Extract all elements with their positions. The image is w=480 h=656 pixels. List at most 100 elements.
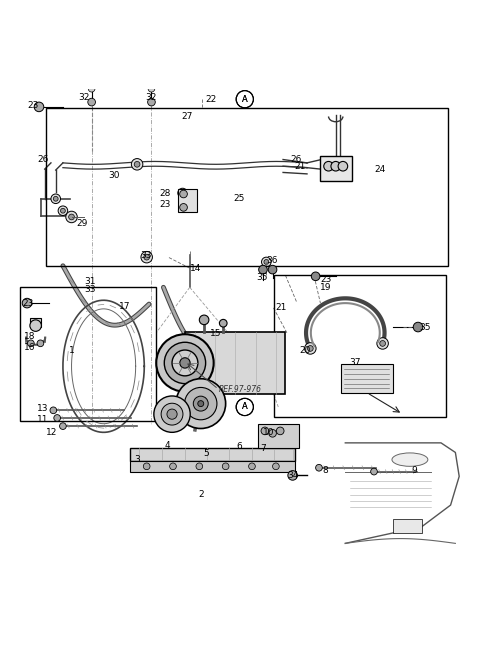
Circle shape [172,350,198,376]
Text: 32: 32 [146,92,157,102]
Text: 37: 37 [349,358,360,367]
Circle shape [164,342,205,384]
Circle shape [50,407,57,414]
Text: 35: 35 [420,323,431,331]
Circle shape [185,388,217,420]
Text: 31: 31 [84,277,96,285]
Circle shape [30,320,41,331]
Circle shape [264,260,269,264]
Text: 9: 9 [411,466,417,475]
Circle shape [305,342,316,354]
Text: 23: 23 [321,275,332,283]
Circle shape [377,338,388,349]
Circle shape [180,203,187,211]
Text: 28: 28 [159,188,170,197]
Circle shape [69,214,74,220]
Text: 23: 23 [27,102,38,110]
Circle shape [316,464,323,471]
Text: 34: 34 [287,471,298,480]
Circle shape [161,403,183,425]
Text: 14: 14 [190,264,201,273]
Text: A: A [242,403,248,411]
Circle shape [156,334,214,392]
Text: 35: 35 [256,274,268,282]
Circle shape [141,251,153,263]
Circle shape [60,209,65,213]
Circle shape [180,201,184,205]
Text: REF.97-976: REF.97-976 [218,385,262,394]
Circle shape [219,319,227,327]
Circle shape [180,191,185,195]
Circle shape [54,415,60,421]
Text: 23: 23 [159,200,170,209]
Circle shape [37,340,44,346]
Circle shape [324,161,333,171]
Text: 7: 7 [260,444,266,453]
Text: 26: 26 [291,155,302,164]
Text: 24: 24 [374,165,385,174]
Text: 15: 15 [210,329,222,338]
Circle shape [132,159,143,170]
Bar [185,332,286,394]
Circle shape [308,346,313,352]
Circle shape [88,98,96,106]
Text: 13: 13 [37,404,48,413]
Text: 10: 10 [263,428,275,437]
Circle shape [134,161,140,167]
Circle shape [259,265,267,274]
Bar [258,424,299,447]
Text: 33: 33 [84,285,96,294]
Circle shape [178,188,187,198]
Circle shape [331,161,340,171]
Circle shape [144,463,150,470]
Circle shape [222,463,229,470]
Text: 29: 29 [76,219,88,228]
Circle shape [196,463,203,470]
Circle shape [60,422,66,430]
Circle shape [144,255,150,260]
Circle shape [288,470,298,480]
Circle shape [262,257,271,267]
Bar [46,108,448,266]
Text: 11: 11 [37,415,48,424]
Text: 36: 36 [266,256,278,264]
Circle shape [154,396,190,432]
Text: 23: 23 [22,298,34,308]
Circle shape [88,85,95,92]
Circle shape [276,427,284,435]
Circle shape [148,98,156,106]
Circle shape [312,272,320,281]
Text: 2: 2 [198,490,204,499]
Bar [20,287,156,421]
Circle shape [198,401,204,407]
Circle shape [66,211,77,222]
Circle shape [148,85,155,92]
Circle shape [22,298,32,308]
Ellipse shape [392,453,428,466]
Circle shape [380,340,385,346]
Text: 20: 20 [300,346,311,356]
Circle shape [269,430,276,437]
Text: 12: 12 [46,428,57,437]
Circle shape [167,409,177,419]
Text: 22: 22 [205,94,217,104]
Circle shape [338,161,348,171]
Circle shape [261,427,269,435]
Circle shape [58,206,68,216]
Circle shape [199,315,209,325]
Text: 17: 17 [120,302,131,311]
Text: 5: 5 [204,449,209,458]
Circle shape [413,322,423,332]
Bar [274,276,446,417]
Text: 4: 4 [165,441,170,450]
Circle shape [27,340,34,346]
Circle shape [34,102,44,112]
Text: 8: 8 [323,466,328,475]
Circle shape [53,196,58,201]
Circle shape [371,468,377,475]
Text: 25: 25 [233,194,245,203]
Text: 30: 30 [108,171,120,180]
Text: 32: 32 [79,92,90,102]
Text: A: A [242,94,248,104]
Circle shape [176,379,226,428]
